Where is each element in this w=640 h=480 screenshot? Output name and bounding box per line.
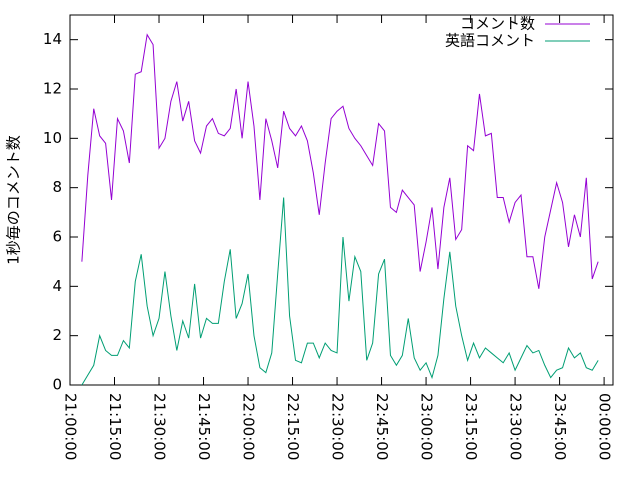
x-tick-label: 21:45:00: [195, 393, 213, 460]
x-tick-label: 00:00:00: [596, 393, 614, 460]
y-tick-label: 2: [52, 326, 62, 344]
series-line: [81, 33, 599, 289]
x-tick-label: 23:00:00: [418, 393, 436, 460]
y-tick-label: 4: [52, 277, 62, 295]
y-tick-label: 12: [43, 80, 62, 98]
y-tick-label: 14: [43, 30, 62, 48]
x-tick-label: 22:00:00: [240, 393, 258, 460]
y-axis-label: 1秒毎のコメント数: [5, 135, 23, 265]
x-tick-label: 23:45:00: [551, 393, 569, 460]
x-tick-label: 23:15:00: [462, 393, 480, 460]
x-tick-label: 22:30:00: [329, 393, 347, 460]
legend-label: コメント数: [460, 15, 535, 33]
x-tick-label: 21:00:00: [62, 393, 80, 460]
x-tick-label: 22:45:00: [373, 393, 391, 460]
y-tick-label: 10: [43, 129, 62, 147]
y-tick-label: 6: [52, 228, 62, 246]
y-tick-label: 8: [52, 178, 62, 196]
y-tick-label: 0: [52, 376, 62, 394]
series-line: [81, 197, 599, 386]
x-tick-label: 21:30:00: [151, 393, 169, 460]
plot-frame: [69, 14, 614, 386]
x-tick-label: 23:30:00: [507, 393, 525, 460]
legend-label: 英語コメント: [445, 32, 535, 50]
x-tick-label: 22:15:00: [284, 393, 302, 460]
x-tick-label: 21:15:00: [106, 393, 124, 460]
